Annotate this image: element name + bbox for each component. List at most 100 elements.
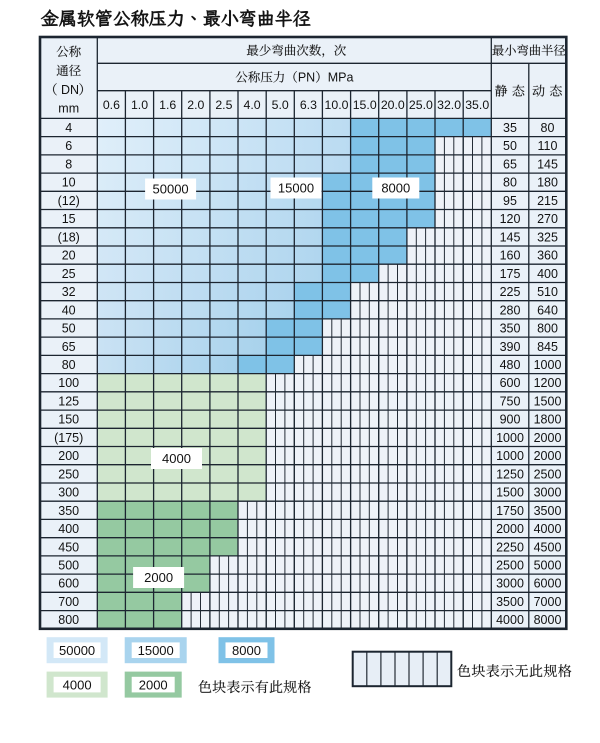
svg-text:640: 640 bbox=[537, 303, 558, 317]
svg-text:3000: 3000 bbox=[534, 486, 562, 500]
svg-text:15000: 15000 bbox=[138, 643, 174, 658]
svg-text:200: 200 bbox=[58, 449, 79, 463]
svg-text:5000: 5000 bbox=[534, 559, 562, 573]
svg-text:180: 180 bbox=[537, 176, 558, 190]
svg-text:450: 450 bbox=[58, 540, 79, 554]
svg-text:500: 500 bbox=[58, 559, 79, 573]
svg-text:400: 400 bbox=[58, 522, 79, 536]
svg-text:(18): (18) bbox=[58, 230, 80, 244]
svg-text:10: 10 bbox=[62, 176, 76, 190]
svg-text:2250: 2250 bbox=[496, 540, 524, 554]
svg-text:110: 110 bbox=[538, 139, 558, 153]
svg-text:280: 280 bbox=[500, 303, 521, 317]
svg-text:2000: 2000 bbox=[534, 449, 562, 463]
svg-text:600: 600 bbox=[500, 376, 521, 390]
svg-text:(12): (12) bbox=[58, 194, 80, 208]
svg-text:15.0: 15.0 bbox=[353, 98, 377, 112]
svg-text:8000: 8000 bbox=[232, 643, 261, 658]
svg-text:65: 65 bbox=[62, 340, 76, 354]
svg-text:3500: 3500 bbox=[534, 504, 562, 518]
svg-text:1250: 1250 bbox=[496, 467, 524, 481]
svg-text:8000: 8000 bbox=[534, 613, 562, 627]
svg-text:1000: 1000 bbox=[496, 449, 524, 463]
svg-text:145: 145 bbox=[500, 230, 521, 244]
svg-text:6000: 6000 bbox=[534, 577, 562, 591]
svg-text:2000: 2000 bbox=[139, 677, 168, 692]
svg-text:MPa: MPa bbox=[328, 71, 354, 85]
svg-text:6.3: 6.3 bbox=[300, 98, 317, 112]
svg-text:3000: 3000 bbox=[496, 577, 524, 591]
svg-text:325: 325 bbox=[537, 230, 558, 244]
svg-text:65: 65 bbox=[503, 158, 517, 172]
svg-text:50000: 50000 bbox=[153, 182, 189, 197]
svg-text:350: 350 bbox=[500, 322, 521, 336]
svg-text:35.0: 35.0 bbox=[465, 98, 489, 112]
svg-text:35: 35 bbox=[503, 121, 517, 135]
svg-text:1800: 1800 bbox=[534, 413, 562, 427]
svg-text:80: 80 bbox=[541, 121, 555, 135]
svg-text:50: 50 bbox=[503, 139, 517, 153]
svg-text:250: 250 bbox=[58, 467, 79, 481]
svg-text:2000: 2000 bbox=[144, 570, 173, 585]
svg-text:120: 120 bbox=[500, 212, 521, 226]
svg-text:1200: 1200 bbox=[534, 376, 562, 390]
svg-text:4000: 4000 bbox=[496, 613, 524, 627]
svg-text:4000: 4000 bbox=[162, 451, 191, 466]
svg-text:(175): (175) bbox=[54, 431, 83, 445]
svg-text:50: 50 bbox=[62, 322, 76, 336]
svg-text:350: 350 bbox=[58, 504, 79, 518]
svg-text:5.0: 5.0 bbox=[272, 98, 289, 112]
svg-text:125: 125 bbox=[58, 394, 79, 408]
svg-text:PN: PN bbox=[298, 71, 315, 85]
svg-text:25: 25 bbox=[62, 267, 76, 281]
svg-text:6: 6 bbox=[65, 139, 72, 153]
svg-text:145: 145 bbox=[537, 158, 558, 172]
svg-text:800: 800 bbox=[58, 613, 79, 627]
svg-text:480: 480 bbox=[500, 358, 521, 372]
svg-text:175: 175 bbox=[500, 267, 521, 281]
svg-text:160: 160 bbox=[500, 249, 521, 263]
svg-text:DN: DN bbox=[61, 83, 79, 97]
svg-text:270: 270 bbox=[537, 212, 558, 226]
svg-text:32.0: 32.0 bbox=[437, 98, 461, 112]
svg-text:1000: 1000 bbox=[534, 358, 562, 372]
svg-text:mm: mm bbox=[58, 102, 79, 116]
svg-text:80: 80 bbox=[62, 358, 76, 372]
svg-text:4: 4 bbox=[65, 121, 72, 135]
svg-text:1500: 1500 bbox=[496, 486, 524, 500]
svg-text:900: 900 bbox=[500, 413, 521, 427]
svg-text:8: 8 bbox=[65, 158, 72, 172]
svg-text:50000: 50000 bbox=[59, 643, 95, 658]
svg-text:80: 80 bbox=[503, 176, 517, 190]
svg-text:4000: 4000 bbox=[534, 522, 562, 536]
svg-text:4.0: 4.0 bbox=[244, 98, 261, 112]
svg-text:15000: 15000 bbox=[278, 181, 314, 196]
svg-text:225: 225 bbox=[500, 285, 521, 299]
svg-text:3500: 3500 bbox=[496, 595, 524, 609]
svg-text:10.0: 10.0 bbox=[325, 98, 349, 112]
svg-text:300: 300 bbox=[58, 486, 79, 500]
svg-text:2500: 2500 bbox=[534, 467, 562, 481]
svg-text:100: 100 bbox=[58, 376, 79, 390]
svg-text:15: 15 bbox=[62, 212, 76, 226]
svg-text:4000: 4000 bbox=[63, 677, 92, 692]
svg-text:845: 845 bbox=[537, 340, 558, 354]
svg-text:20.0: 20.0 bbox=[381, 98, 405, 112]
svg-text:510: 510 bbox=[537, 285, 558, 299]
svg-text:8000: 8000 bbox=[381, 181, 410, 196]
svg-text:150: 150 bbox=[58, 413, 79, 427]
svg-text:2.0: 2.0 bbox=[187, 98, 204, 112]
svg-text:1750: 1750 bbox=[496, 504, 524, 518]
svg-text:1.0: 1.0 bbox=[131, 98, 148, 112]
svg-text:4500: 4500 bbox=[534, 540, 562, 554]
svg-text:215: 215 bbox=[537, 194, 558, 208]
svg-text:1500: 1500 bbox=[534, 394, 562, 408]
svg-text:32: 32 bbox=[62, 285, 76, 299]
svg-text:800: 800 bbox=[537, 322, 558, 336]
svg-text:1.6: 1.6 bbox=[159, 98, 176, 112]
svg-text:360: 360 bbox=[537, 249, 558, 263]
svg-text:750: 750 bbox=[500, 394, 521, 408]
svg-text:600: 600 bbox=[58, 577, 79, 591]
svg-text:400: 400 bbox=[537, 267, 558, 281]
svg-text:95: 95 bbox=[503, 194, 517, 208]
